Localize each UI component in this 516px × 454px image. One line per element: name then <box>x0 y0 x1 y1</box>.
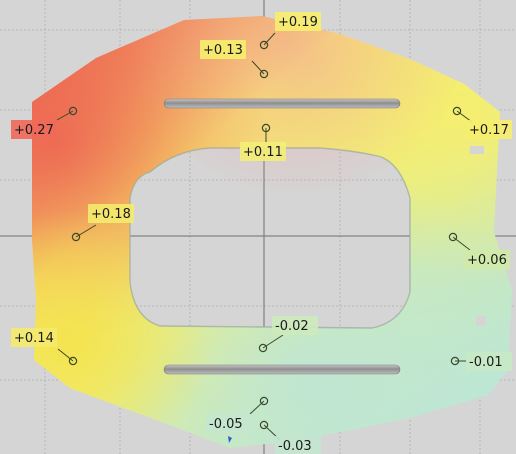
deviation-callout[interactable]: +0.13 <box>200 40 269 79</box>
callout-label-background <box>11 120 57 139</box>
measure-point-marker[interactable] <box>259 69 269 79</box>
callout-label: +0.17 <box>469 123 509 138</box>
deviation-callout[interactable]: -0.05 <box>206 396 269 433</box>
callout-label-background <box>466 352 512 371</box>
callout-label: +0.11 <box>243 145 283 160</box>
callout-label: +0.18 <box>91 207 131 222</box>
deviation-callout[interactable]: +0.27 <box>11 106 78 139</box>
callout-label: -0.01 <box>469 355 503 370</box>
callout-label: +0.06 <box>467 253 507 268</box>
right-notch <box>470 146 484 154</box>
callout-label: -0.03 <box>278 439 312 454</box>
measure-point-marker[interactable] <box>259 420 269 430</box>
callout-label-background <box>272 316 318 335</box>
deviation-annotations: +0.19 +0.13 +0.27 +0.11 +0.17 +0.18 +0.06 -0.02… <box>11 12 512 454</box>
callout-label: +0.14 <box>14 331 54 346</box>
right-notch-lower <box>476 316 486 326</box>
measure-point-marker[interactable] <box>68 356 78 366</box>
callout-label-background <box>88 204 134 223</box>
callout-label-background <box>206 414 252 433</box>
callout-label: +0.13 <box>203 43 243 58</box>
callout-label-background <box>275 12 321 31</box>
callout-label-background <box>240 142 286 161</box>
center-cutout-edge <box>129 147 411 329</box>
deviation-callout[interactable]: +0.14 <box>11 328 78 366</box>
top-slot <box>163 98 401 109</box>
deviation-callout[interactable]: +0.17 <box>452 106 512 139</box>
callout-label-background <box>200 40 246 59</box>
bottom-slot <box>163 364 401 375</box>
callout-leader-line <box>251 60 265 75</box>
blue-marker <box>228 436 232 443</box>
callout-label-background <box>466 120 512 139</box>
measure-point-marker[interactable] <box>261 123 271 133</box>
deviation-callout[interactable]: +0.11 <box>240 123 286 161</box>
callout-leader-line <box>263 32 276 46</box>
deviation-callout[interactable]: -0.02 <box>258 316 318 353</box>
measure-point-marker[interactable] <box>68 106 78 116</box>
measure-point-marker[interactable] <box>259 396 269 406</box>
callout-leader-line <box>56 110 74 121</box>
callout-label: +0.27 <box>14 123 54 138</box>
measure-point-marker[interactable] <box>450 356 460 366</box>
measure-point-marker[interactable] <box>71 232 81 242</box>
callout-label: -0.05 <box>209 417 243 432</box>
deviation-callout[interactable]: -0.03 <box>259 420 321 454</box>
measure-point-marker[interactable] <box>258 343 268 353</box>
callout-label-background <box>11 328 57 347</box>
callout-label-background <box>275 436 321 454</box>
deviation-callout[interactable]: -0.01 <box>450 352 512 371</box>
measure-point-marker[interactable] <box>448 232 458 242</box>
callout-label-background <box>464 250 510 269</box>
deviation-callout[interactable]: +0.19 <box>259 12 321 50</box>
measure-point-marker[interactable] <box>259 40 269 50</box>
callout-label: +0.19 <box>278 15 318 30</box>
deviation-callout[interactable]: +0.06 <box>448 232 510 269</box>
callout-label: -0.02 <box>275 319 309 334</box>
part-surface[interactable] <box>32 16 512 448</box>
deviation-callout[interactable]: +0.18 <box>71 204 134 242</box>
measure-point-marker[interactable] <box>452 106 462 116</box>
